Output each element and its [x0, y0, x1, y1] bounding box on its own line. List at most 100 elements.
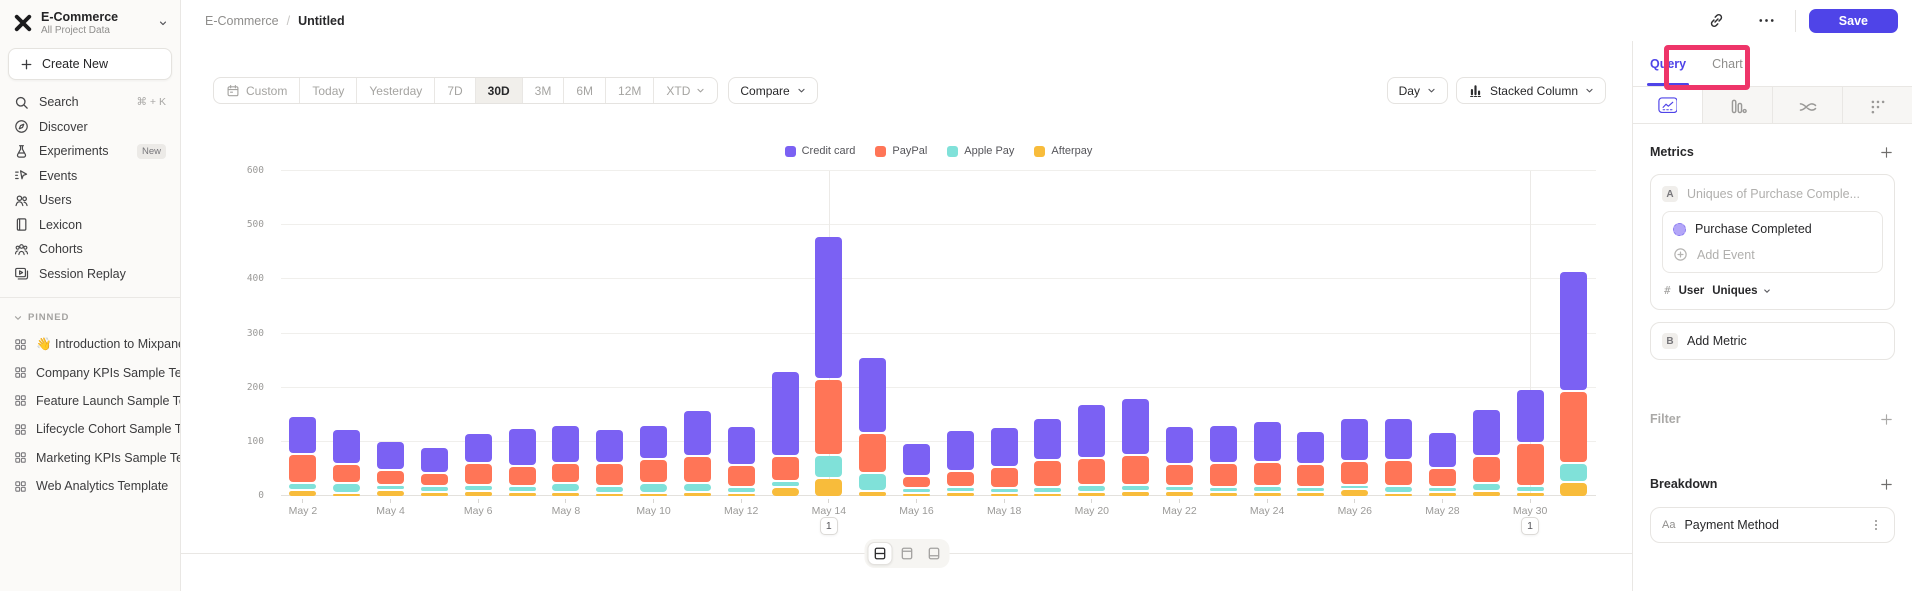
bar-segment-paypal[interactable]: [990, 468, 1018, 487]
stacked-bar-may-28[interactable]: [1428, 432, 1456, 496]
interval-dropdown[interactable]: Day: [1386, 77, 1448, 104]
stacked-bar-may-14[interactable]: [815, 237, 843, 496]
bar-segment-apple-pay[interactable]: [903, 489, 930, 492]
bar-segment-apple-pay[interactable]: [946, 488, 974, 491]
bar-segment-credit-card[interactable]: [508, 428, 536, 466]
bar-segment-afterpay[interactable]: [1078, 492, 1106, 496]
bar-segment-afterpay[interactable]: [333, 493, 361, 496]
bar-segment-credit-card[interactable]: [640, 425, 668, 458]
chart-type-dropdown[interactable]: Stacked Column: [1455, 77, 1606, 104]
breadcrumb-project[interactable]: E-Commerce: [205, 13, 279, 28]
stacked-bar-may-31[interactable]: [1560, 272, 1588, 496]
bar-segment-afterpay[interactable]: [990, 493, 1018, 496]
bar-segment-apple-pay[interactable]: [508, 487, 536, 492]
stacked-bar-may-12[interactable]: [727, 426, 755, 496]
bar-segment-credit-card[interactable]: [859, 357, 887, 432]
bar-segment-afterpay[interactable]: [1209, 492, 1237, 496]
bar-segment-paypal[interactable]: [552, 463, 580, 483]
stacked-bar-may-23[interactable]: [1209, 426, 1237, 496]
date-range-3m[interactable]: 3M: [521, 78, 564, 103]
bar-segment-afterpay[interactable]: [464, 492, 492, 496]
sidebar-item-cohorts[interactable]: Cohorts: [0, 237, 180, 262]
bar-segment-apple-pay[interactable]: [596, 487, 624, 492]
stacked-bar-may-30[interactable]: [1516, 389, 1544, 496]
stacked-bar-may-20[interactable]: [1078, 405, 1106, 496]
bar-segment-paypal[interactable]: [771, 457, 799, 480]
bar-segment-afterpay[interactable]: [289, 490, 317, 496]
bar-segment-paypal[interactable]: [683, 457, 711, 483]
bar-segment-afterpay[interactable]: [377, 490, 405, 496]
bar-segment-apple-pay[interactable]: [771, 481, 799, 487]
date-range-30d[interactable]: 30D: [474, 78, 522, 103]
bar-segment-afterpay[interactable]: [1560, 483, 1588, 496]
bar-segment-paypal[interactable]: [859, 433, 887, 473]
bar-segment-apple-pay[interactable]: [464, 486, 492, 491]
bar-segment-paypal[interactable]: [1078, 459, 1106, 485]
pinned-board-item[interactable]: Lifecycle Cohort Sample Temp: [0, 415, 180, 443]
bar-segment-credit-card[interactable]: [1560, 272, 1588, 390]
bar-segment-afterpay[interactable]: [1297, 492, 1325, 496]
bar-segment-apple-pay[interactable]: [859, 474, 887, 490]
bar-segment-paypal[interactable]: [289, 454, 317, 483]
report-tab-retention-grid[interactable]: [1842, 87, 1912, 123]
bar-segment-credit-card[interactable]: [815, 237, 843, 379]
bar-segment-paypal[interactable]: [903, 476, 930, 487]
add-filter-plus-button[interactable]: [1877, 410, 1895, 428]
stacked-bar-may-10[interactable]: [640, 425, 668, 496]
stacked-bar-may-27[interactable]: [1385, 418, 1413, 496]
stacked-bar-may-24[interactable]: [1253, 422, 1281, 496]
bar-segment-credit-card[interactable]: [1472, 410, 1500, 455]
bar-segment-apple-pay[interactable]: [1209, 488, 1237, 491]
bar-segment-afterpay[interactable]: [683, 492, 711, 496]
bar-segment-apple-pay[interactable]: [1341, 485, 1369, 489]
layout-option-chart-only[interactable]: [894, 542, 919, 565]
bar-segment-afterpay[interactable]: [640, 493, 668, 496]
bar-segment-credit-card[interactable]: [903, 443, 930, 475]
stacked-bar-may-29[interactable]: [1472, 410, 1500, 496]
stacked-bar-may-16[interactable]: [903, 443, 930, 496]
stacked-bar-may-21[interactable]: [1122, 399, 1150, 496]
bar-segment-credit-card[interactable]: [683, 411, 711, 456]
bar-segment-paypal[interactable]: [1472, 456, 1500, 482]
bar-segment-paypal[interactable]: [1560, 391, 1588, 462]
bar-segment-apple-pay[interactable]: [1122, 486, 1150, 490]
legend-item-afterpay[interactable]: Afterpay: [1034, 145, 1092, 157]
layout-option-table-only[interactable]: [921, 542, 946, 565]
bar-segment-credit-card[interactable]: [1516, 389, 1544, 442]
bar-segment-apple-pay[interactable]: [1516, 487, 1544, 491]
pinned-board-item[interactable]: Marketing KPIs Sample Templat: [0, 444, 180, 472]
bar-segment-afterpay[interactable]: [552, 492, 580, 496]
date-range-7d[interactable]: 7D: [434, 78, 474, 103]
layout-option-split-view[interactable]: [867, 542, 892, 565]
legend-item-apple-pay[interactable]: Apple Pay: [947, 145, 1014, 157]
date-range-custom[interactable]: Custom: [214, 78, 299, 103]
metric-name-row[interactable]: A Uniques of Purchase Comple...: [1662, 186, 1883, 202]
bar-segment-credit-card[interactable]: [420, 448, 448, 472]
sidebar-item-search[interactable]: Search ⌘ + K: [0, 90, 180, 115]
kebab-menu-icon[interactable]: [1869, 518, 1883, 532]
stacked-bar-may-15[interactable]: [859, 357, 887, 496]
breadcrumb-report-title[interactable]: Untitled: [298, 13, 345, 28]
create-new-button[interactable]: Create New: [8, 48, 172, 80]
bar-segment-credit-card[interactable]: [464, 434, 492, 462]
bar-segment-apple-pay[interactable]: [1034, 488, 1062, 492]
bar-segment-paypal[interactable]: [815, 380, 843, 455]
bar-segment-credit-card[interactable]: [771, 371, 799, 456]
bar-segment-paypal[interactable]: [640, 459, 668, 483]
stacked-bar-may-18[interactable]: [990, 428, 1018, 496]
sidebar-item-events[interactable]: Events: [0, 164, 180, 189]
stacked-bar-may-13[interactable]: [771, 371, 799, 496]
bar-segment-paypal[interactable]: [1385, 461, 1413, 485]
pinned-board-item[interactable]: Company KPIs Sample Templat: [0, 358, 180, 386]
bar-segment-afterpay[interactable]: [815, 479, 843, 496]
bar-segment-afterpay[interactable]: [1341, 490, 1369, 496]
legend-item-credit-card[interactable]: Credit card: [784, 145, 855, 157]
stacked-bar-may-8[interactable]: [552, 425, 580, 496]
add-event-row[interactable]: Add Event: [1673, 247, 1872, 262]
compare-button[interactable]: Compare: [728, 77, 818, 104]
stacked-bar-may-6[interactable]: [464, 434, 492, 496]
bar-segment-paypal[interactable]: [1428, 469, 1456, 487]
bar-segment-afterpay[interactable]: [1122, 491, 1150, 496]
sidebar-item-session-replay[interactable]: Session Replay: [0, 262, 180, 287]
bar-segment-afterpay[interactable]: [771, 488, 799, 496]
